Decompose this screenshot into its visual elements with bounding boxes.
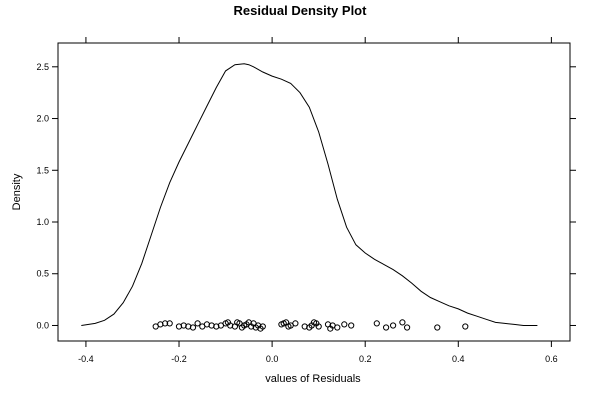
rug-point <box>404 324 411 331</box>
rug-point <box>194 320 201 327</box>
rug-point <box>348 322 355 329</box>
rug-point <box>462 323 469 330</box>
y-axis-label: Density <box>11 173 23 210</box>
rug-point <box>166 320 173 327</box>
x-tick-label: 0.2 <box>359 354 372 364</box>
y-tick-label: 1.5 <box>36 165 49 175</box>
x-tick-label: 0.0 <box>266 354 279 364</box>
rug-point <box>373 320 380 327</box>
x-tick-label: -0.2 <box>171 354 187 364</box>
plot-frame <box>57 42 571 342</box>
y-tick-label: 1.0 <box>36 217 49 227</box>
y-tick-label: 2.0 <box>36 114 49 124</box>
y-tick-label: 0.0 <box>36 320 49 330</box>
density-curve <box>81 63 538 326</box>
axis-tick-labels: -0.4 -0.2 0.0 0.2 0.4 0.6 0.0 0.5 1.0 1.5 2.0 2.5 <box>36 62 557 364</box>
rug-point <box>434 324 441 331</box>
x-tick-label: -0.4 <box>78 354 94 364</box>
rug-points <box>152 319 469 332</box>
rug-point <box>334 324 341 331</box>
x-axis-label: values of Residuals <box>265 373 361 385</box>
rug-point <box>399 319 406 326</box>
rug-point <box>341 321 348 328</box>
chart-title: Residual Density Plot <box>234 3 368 18</box>
rug-point <box>383 324 390 331</box>
y-tick-label: 2.5 <box>36 62 49 72</box>
rug-point <box>162 320 169 327</box>
rug-point <box>315 323 322 330</box>
rug-point <box>259 323 266 330</box>
rug-point <box>292 320 299 327</box>
y-tick-label: 0.5 <box>36 269 49 279</box>
rug-point <box>390 322 397 329</box>
axis-ticks <box>52 37 576 347</box>
x-tick-label: 0.4 <box>452 354 465 364</box>
rug-point <box>189 324 197 331</box>
x-tick-label: 0.6 <box>545 354 558 364</box>
